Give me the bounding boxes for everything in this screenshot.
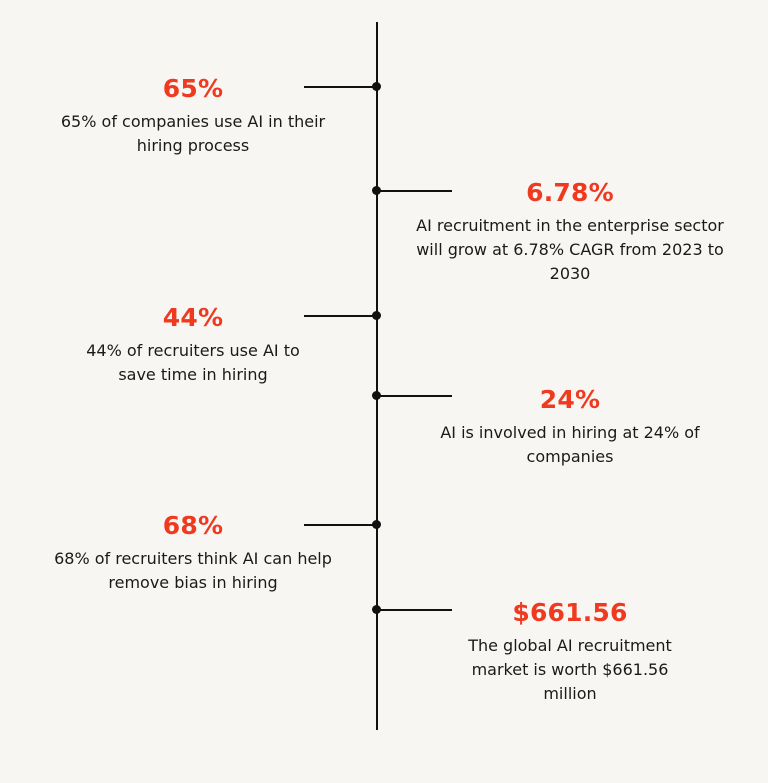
connector-line <box>304 315 377 317</box>
stat-value: $661.56 <box>512 598 628 627</box>
stat-item: 44% 44% of recruiters use AI to save tim… <box>40 303 346 387</box>
stat-value: 68% <box>162 511 224 540</box>
connector-line <box>377 395 452 397</box>
timeline-axis <box>376 22 378 730</box>
timeline-dot <box>372 82 381 91</box>
stat-item: 6.78% AI recruitment in the enterprise s… <box>412 178 728 286</box>
timeline-dot <box>372 520 381 529</box>
stat-item: 65% 65% of companies use AI in their hir… <box>40 74 346 158</box>
timeline-dot <box>372 311 381 320</box>
stat-value: 6.78% <box>526 178 614 207</box>
timeline-dot <box>372 605 381 614</box>
stat-description: AI recruitment in the enterprise sector … <box>416 216 724 283</box>
stat-description: The global AI recruitment market is wort… <box>468 636 672 703</box>
stat-value: 65% <box>162 74 224 103</box>
connector-line <box>377 190 452 192</box>
stat-description: 44% of recruiters use AI to save time in… <box>86 341 300 384</box>
connector-line <box>304 86 377 88</box>
stat-description: AI is involved in hiring at 24% of compa… <box>440 423 700 466</box>
stat-item: $661.56 The global AI recruitment market… <box>412 598 728 706</box>
connector-line <box>377 609 452 611</box>
stat-value: 24% <box>539 385 601 414</box>
stat-description: 68% of recruiters think AI can help remo… <box>54 549 332 592</box>
stat-value: 44% <box>162 303 224 332</box>
connector-line <box>304 524 377 526</box>
timeline-dot <box>372 391 381 400</box>
stat-description: 65% of companies use AI in their hiring … <box>60 112 326 155</box>
timeline-dot <box>372 186 381 195</box>
stat-item: 24% AI is involved in hiring at 24% of c… <box>412 385 728 469</box>
stat-item: 68% 68% of recruiters think AI can help … <box>40 511 346 595</box>
